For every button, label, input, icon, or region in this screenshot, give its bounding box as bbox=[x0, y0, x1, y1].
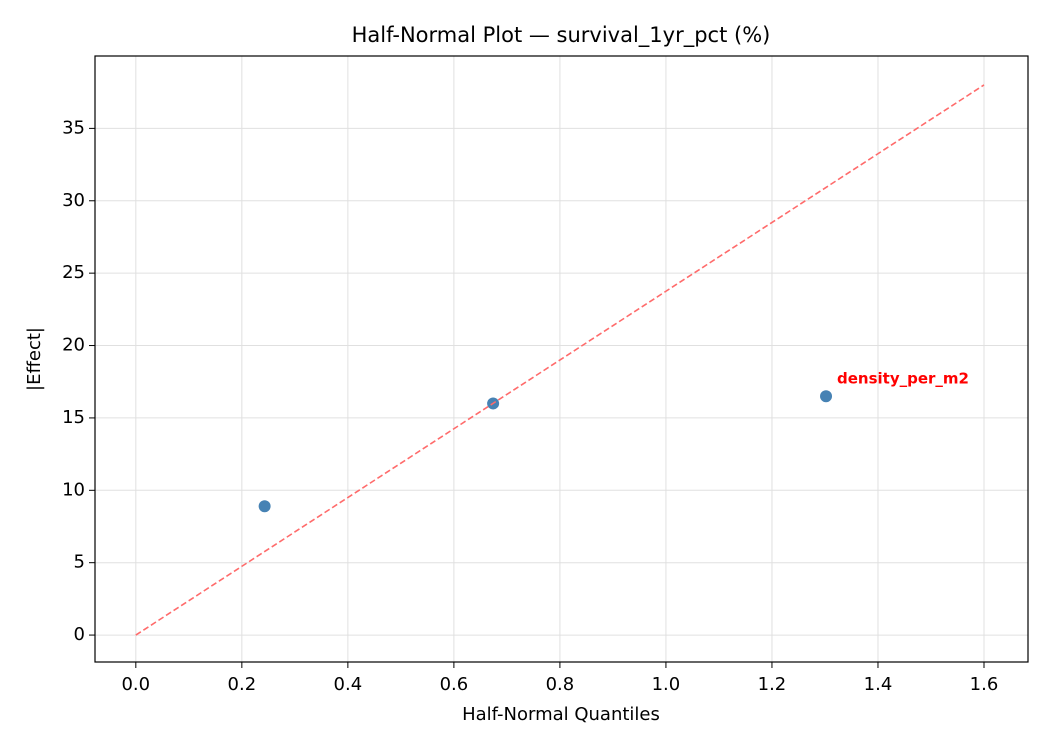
y-tick-label: 10 bbox=[62, 479, 85, 500]
x-tick-label: 0.6 bbox=[440, 674, 469, 695]
y-tick-label: 20 bbox=[62, 335, 85, 356]
y-axis-label: |Effect| bbox=[24, 327, 45, 391]
y-tick-label: 25 bbox=[62, 262, 85, 283]
point bbox=[258, 500, 271, 513]
y-tick-label: 15 bbox=[62, 407, 85, 428]
x-tick-label: 0.8 bbox=[546, 674, 575, 695]
x-tick-label: 0.0 bbox=[121, 674, 150, 695]
x-tick-label: 1.6 bbox=[970, 674, 999, 695]
y-tick-label: 0 bbox=[74, 624, 85, 645]
y-tick-label: 35 bbox=[62, 117, 85, 138]
x-tick-label: 1.4 bbox=[864, 674, 893, 695]
plot-frame bbox=[94, 55, 1029, 663]
x-tick-label: 1.0 bbox=[652, 674, 681, 695]
x-tick-label: 1.2 bbox=[758, 674, 787, 695]
y-tick-label: 5 bbox=[74, 552, 85, 573]
x-tick-label: 0.2 bbox=[228, 674, 257, 695]
x-axis-label: Half-Normal Quantiles bbox=[462, 704, 660, 725]
y-tick-label: 30 bbox=[62, 190, 85, 211]
point-label: density_per_m2 bbox=[837, 370, 969, 388]
reference-line bbox=[135, 84, 985, 636]
x-tick-label: 0.4 bbox=[334, 674, 363, 695]
point bbox=[820, 390, 833, 403]
chart-title: Half-Normal Plot — survival_1yr_pct (%) bbox=[352, 23, 771, 48]
